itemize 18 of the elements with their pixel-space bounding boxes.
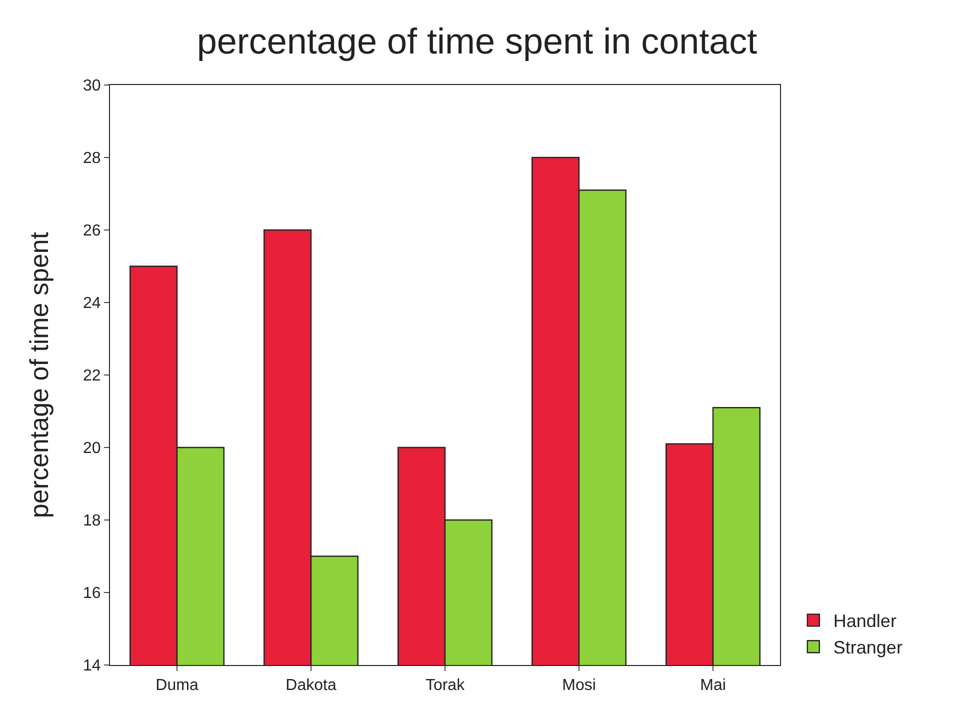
y-tick-label: 18 [83, 512, 101, 530]
x-tick-label: Mai [700, 677, 726, 694]
x-tick-label: Duma [156, 677, 198, 694]
y-tick-label: 24 [83, 295, 101, 312]
y-tick-label: 30 [83, 78, 101, 95]
x-tick-label: Dakota [286, 677, 336, 694]
chart-title: percentage of time spent in contact [196, 20, 758, 62]
x-tick-label: Torak [425, 677, 466, 694]
legend-label: Stranger [833, 638, 902, 658]
y-tick-label: 20 [83, 440, 101, 458]
x-tick-label: Mosi [562, 677, 596, 694]
y-tick-label: 22 [83, 368, 101, 385]
y-tick-label: 14 [83, 658, 101, 675]
y-tick-label: 28 [83, 150, 101, 168]
y-tick-label: 16 [83, 585, 101, 602]
y-axis-title: percentage of time spent [24, 231, 54, 518]
legend-label: Handler [833, 611, 896, 632]
y-tick-label: 26 [83, 222, 101, 240]
